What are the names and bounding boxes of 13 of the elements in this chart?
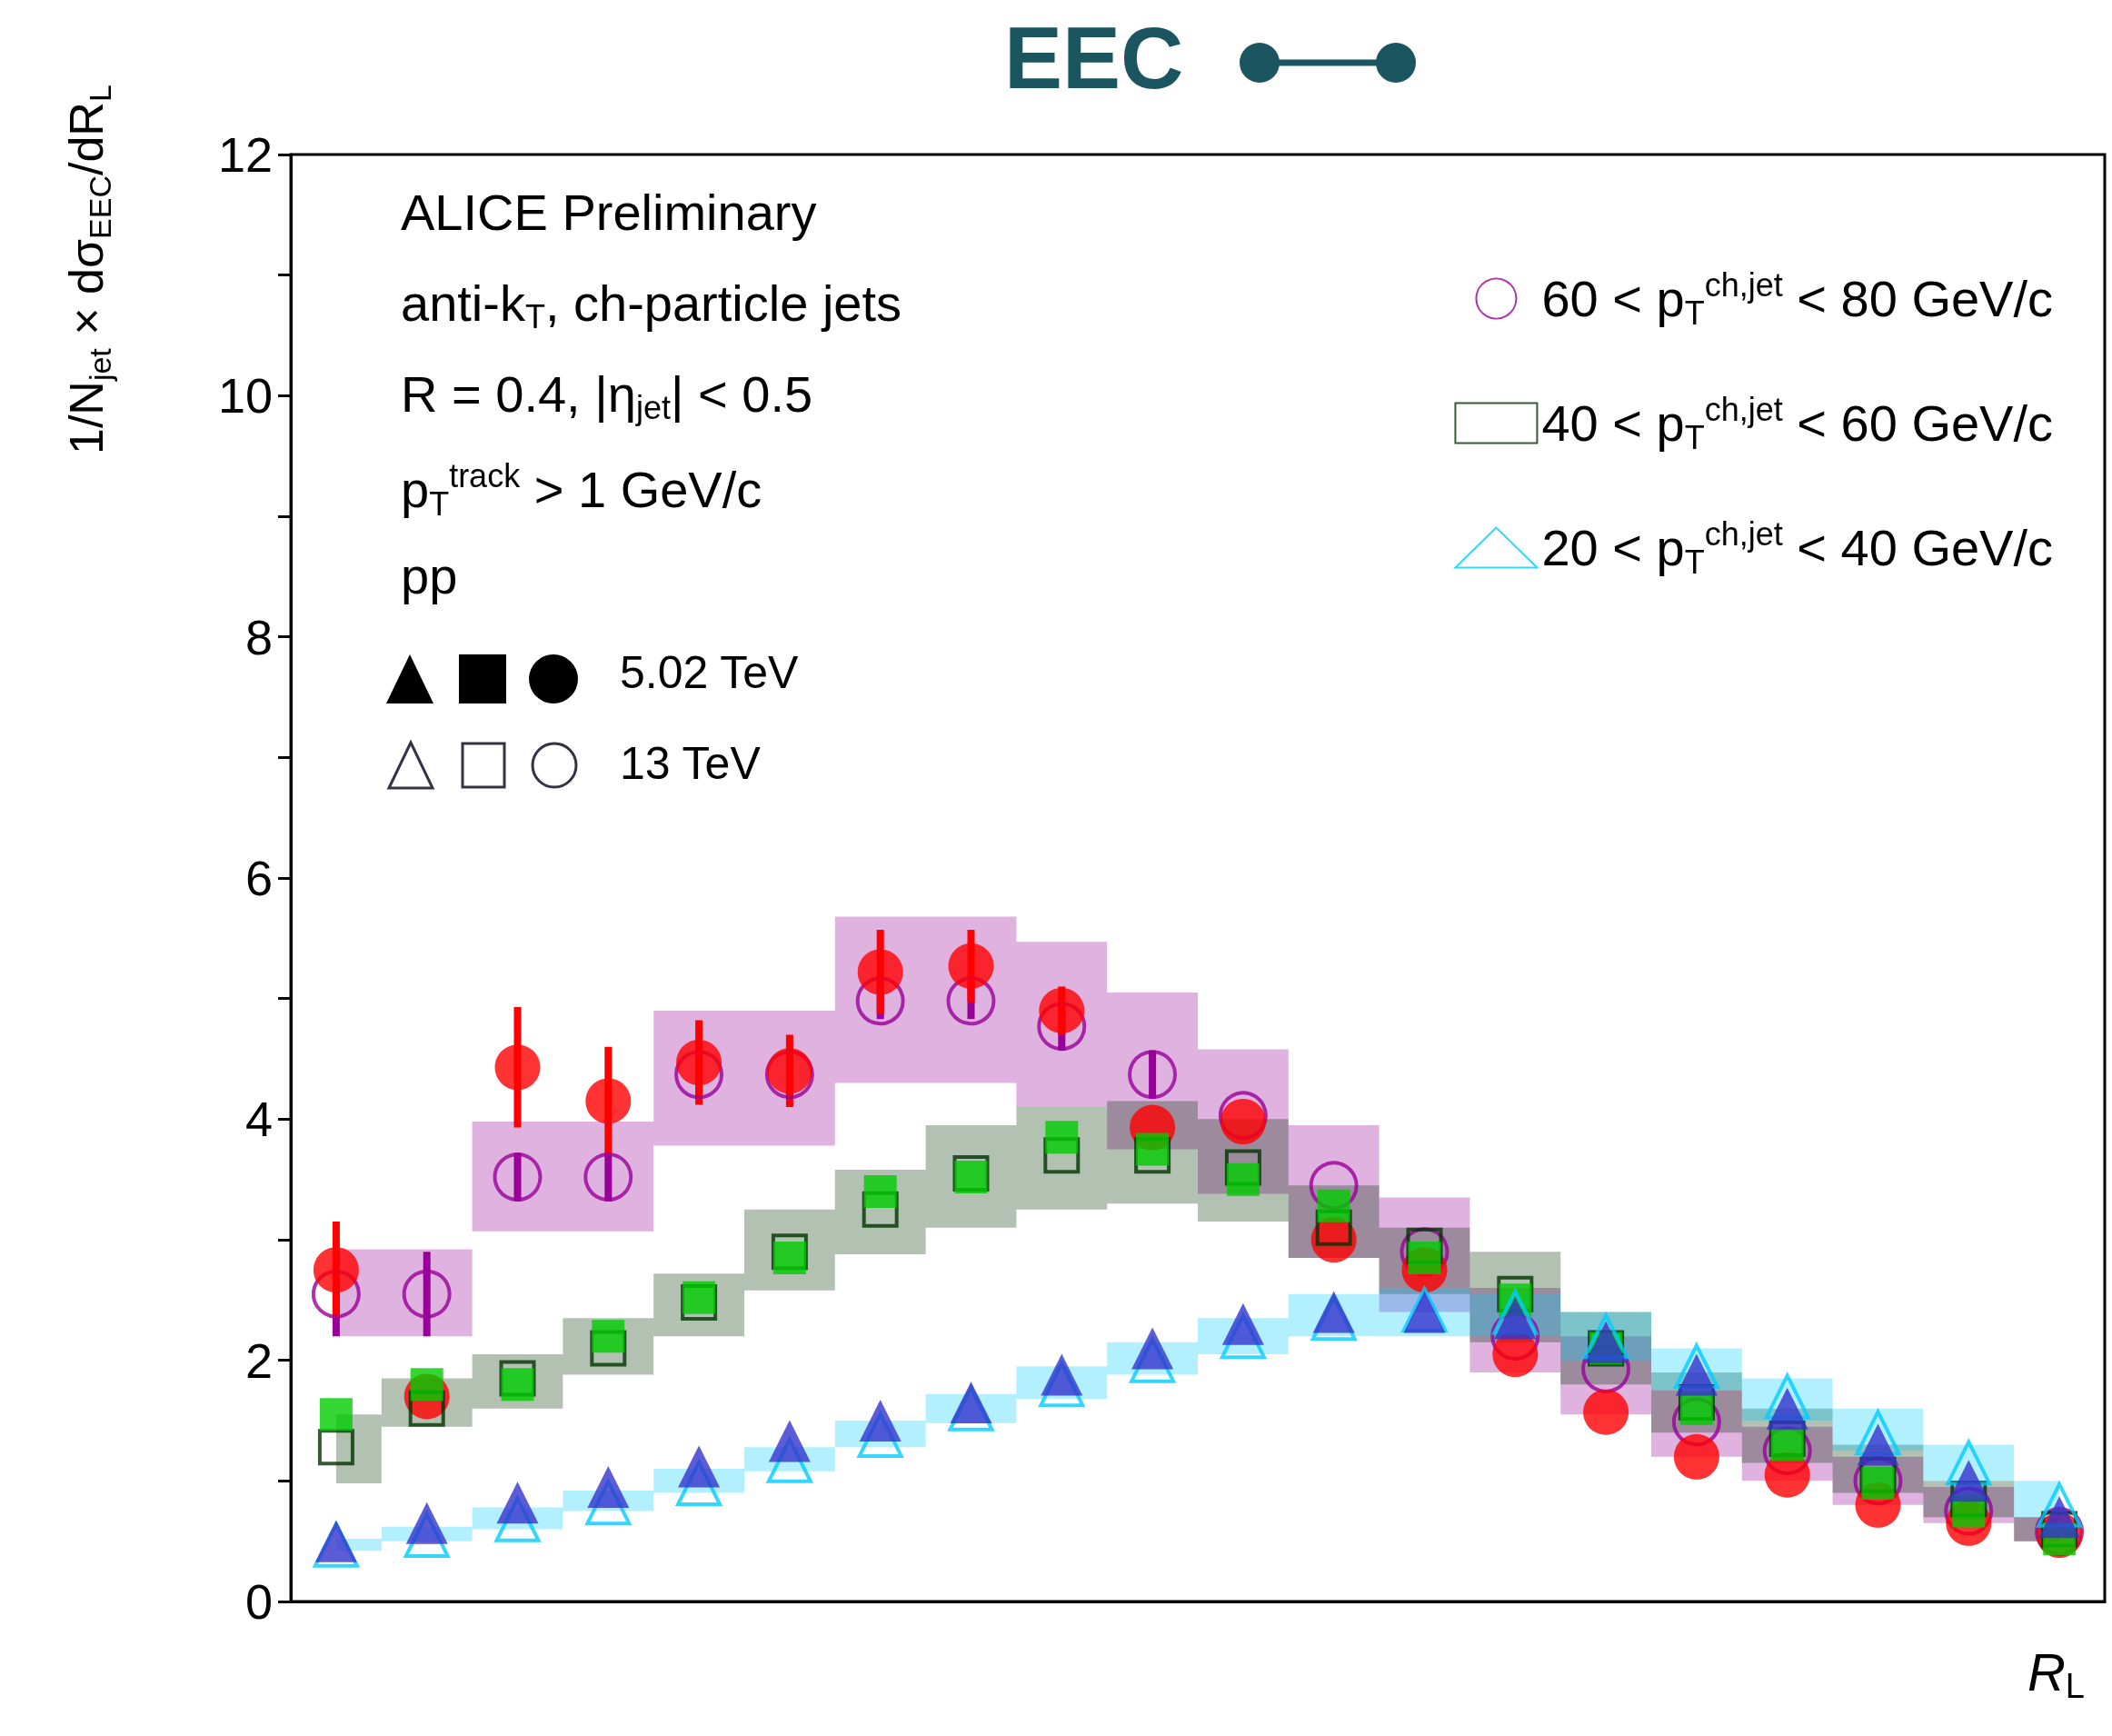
- y-tick-label: 4: [244, 1092, 273, 1147]
- y-tick-label: 0: [244, 1574, 273, 1629]
- y-tick-label: 8: [244, 609, 273, 664]
- annotation: 13 TeV: [620, 738, 762, 789]
- chart-title: EEC: [1004, 8, 1184, 106]
- y-tick-label: 2: [244, 1332, 273, 1388]
- annotation: pp: [401, 546, 458, 604]
- y-tick-label: 6: [244, 851, 273, 905]
- y-axis-title: 1/Njet × dσEEC/dRL: [60, 85, 117, 454]
- y-tick-label: 12: [217, 127, 273, 182]
- y-tick-label: 10: [217, 368, 273, 424]
- annotation: 5.02 TeV: [620, 647, 800, 698]
- annotation: ALICE Preliminary: [401, 183, 817, 241]
